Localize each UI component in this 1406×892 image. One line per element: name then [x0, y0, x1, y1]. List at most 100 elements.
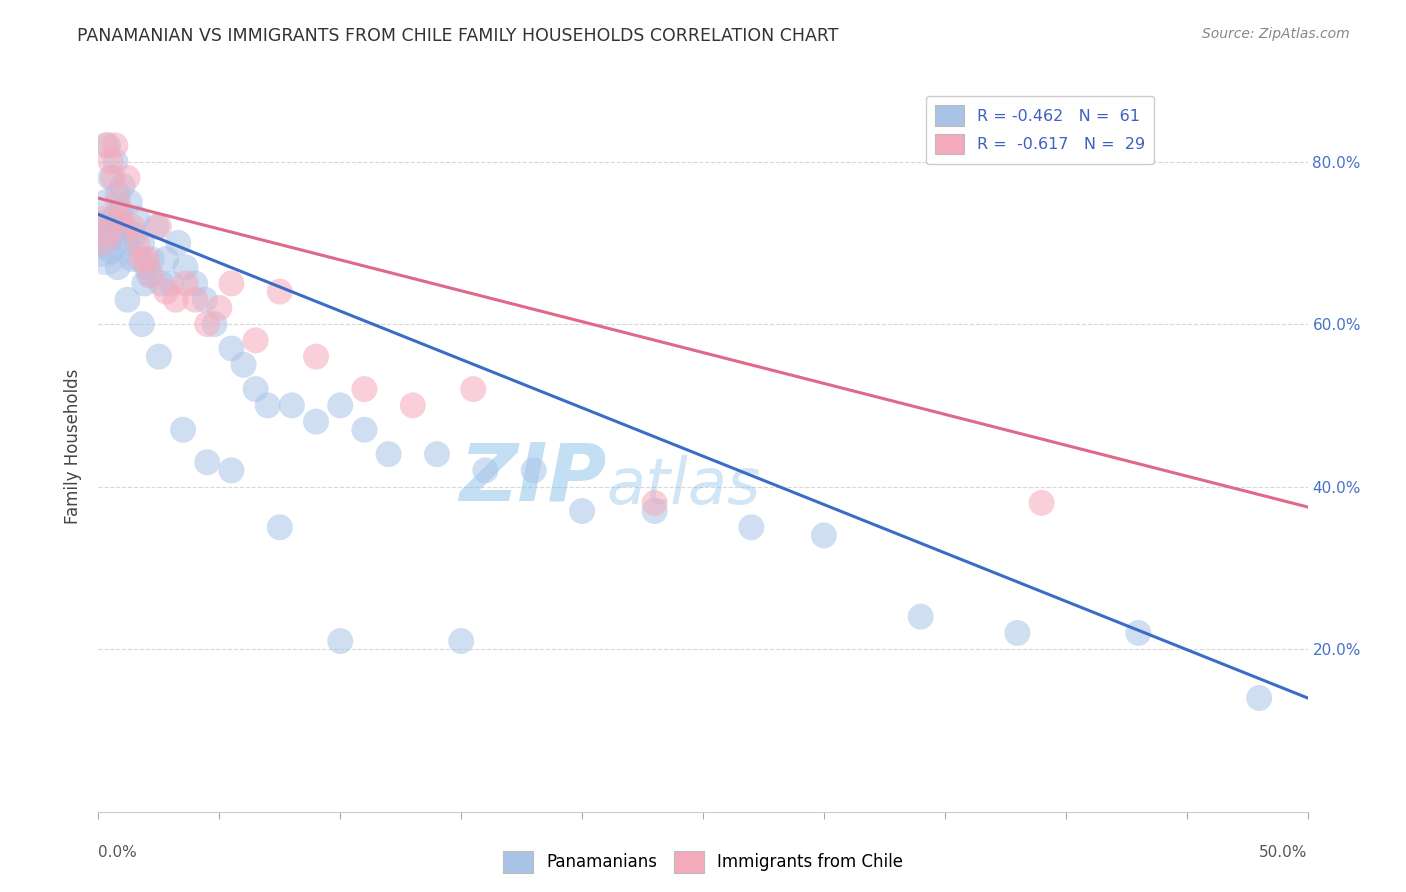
Point [111, 178, 134, 193]
Point [184, 293, 207, 307]
Point [155, 285, 177, 299]
Point [94, 195, 117, 210]
Point [172, 423, 194, 437]
Text: 0.0%: 0.0% [98, 845, 138, 860]
Y-axis label: Family Households: Family Households [65, 368, 83, 524]
Point [256, 398, 278, 412]
Point [118, 195, 141, 210]
Legend: Panamanians, Immigrants from Chile: Panamanians, Immigrants from Chile [496, 845, 910, 880]
Point [245, 382, 267, 396]
Point [474, 463, 496, 477]
Point [644, 504, 666, 518]
Point [155, 252, 177, 266]
Point [107, 195, 129, 210]
Point [305, 350, 328, 364]
Point [165, 293, 187, 307]
Point [571, 504, 593, 518]
Point [135, 252, 157, 266]
Point [121, 219, 143, 234]
Point [107, 260, 129, 275]
Point [1007, 626, 1029, 640]
Point [100, 170, 122, 185]
Point [353, 382, 375, 396]
Point [124, 227, 146, 242]
Point [101, 170, 124, 185]
Point [91, 219, 114, 234]
Point [450, 634, 472, 648]
Point [104, 138, 127, 153]
Point [1249, 690, 1271, 705]
Point [108, 203, 131, 218]
Point [221, 342, 243, 356]
Point [104, 154, 127, 169]
Point [245, 334, 267, 348]
Point [91, 235, 114, 250]
Point [148, 350, 170, 364]
Point [111, 219, 134, 234]
Point [208, 301, 231, 315]
Point [131, 252, 153, 266]
Point [353, 423, 375, 437]
Point [94, 244, 117, 258]
Point [644, 496, 666, 510]
Point [150, 277, 173, 291]
Point [117, 293, 139, 307]
Point [91, 219, 114, 234]
Point [174, 277, 197, 291]
Point [463, 382, 485, 396]
Point [232, 358, 254, 372]
Point [135, 260, 157, 275]
Legend: R = -0.462   N =  61, R =  -0.617   N =  29: R = -0.462 N = 61, R = -0.617 N = 29 [925, 95, 1154, 164]
Point [1128, 626, 1150, 640]
Point [141, 252, 163, 266]
Point [97, 138, 120, 153]
Point [910, 609, 932, 624]
Point [131, 235, 153, 250]
Point [108, 211, 131, 226]
Point [127, 235, 149, 250]
Point [377, 447, 399, 461]
Point [305, 415, 328, 429]
Point [195, 317, 218, 331]
Point [107, 187, 129, 202]
Point [148, 219, 170, 234]
Point [117, 170, 139, 185]
Point [100, 154, 122, 169]
Point [145, 219, 167, 234]
Point [167, 235, 190, 250]
Point [329, 634, 352, 648]
Point [94, 138, 117, 153]
Text: 50.0%: 50.0% [1260, 845, 1308, 860]
Point [204, 317, 226, 331]
Point [160, 277, 183, 291]
Text: atlas: atlas [606, 455, 761, 517]
Point [329, 398, 352, 412]
Point [101, 211, 124, 226]
Point [740, 520, 762, 534]
Point [134, 277, 156, 291]
Point [141, 268, 163, 283]
Text: Source: ZipAtlas.com: Source: ZipAtlas.com [1202, 27, 1350, 41]
Point [90, 227, 112, 242]
Point [281, 398, 304, 412]
Point [131, 317, 153, 331]
Text: PANAMANIAN VS IMMIGRANTS FROM CHILE FAMILY HOUSEHOLDS CORRELATION CHART: PANAMANIAN VS IMMIGRANTS FROM CHILE FAMI… [77, 27, 839, 45]
Text: ZIP: ZIP [458, 440, 606, 518]
Point [221, 463, 243, 477]
Point [100, 244, 122, 258]
Point [269, 520, 291, 534]
Point [90, 227, 112, 242]
Point [184, 277, 207, 291]
Point [117, 235, 139, 250]
Point [194, 293, 217, 307]
Point [174, 260, 197, 275]
Point [121, 252, 143, 266]
Point [128, 252, 150, 266]
Point [813, 528, 835, 542]
Point [523, 463, 546, 477]
Point [114, 219, 136, 234]
Point [195, 455, 218, 469]
Point [127, 211, 149, 226]
Point [269, 285, 291, 299]
Point [1031, 496, 1053, 510]
